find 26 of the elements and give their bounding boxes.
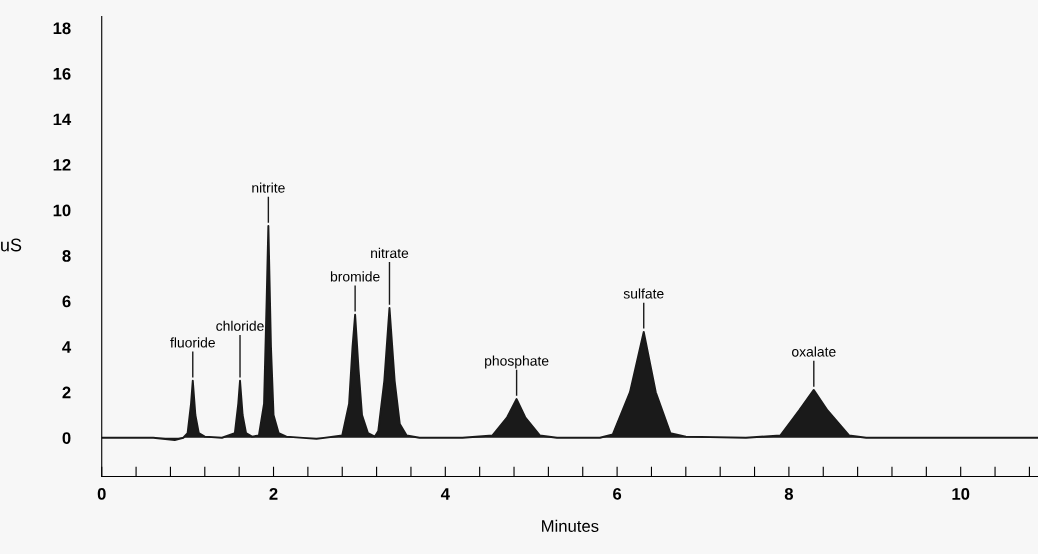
annotation: oxalate [792,346,836,357]
y-tick-label: 14 [53,113,72,126]
x-tick-label: 0 [97,487,106,500]
y-tick-label: 12 [53,158,71,171]
annotation: fluoride [170,337,215,348]
y-tick-label: 18 [53,22,71,35]
y-tick-label: 10 [53,204,71,217]
y-tick-label: 0 [62,432,71,444]
x-tick-label: 4 [440,488,450,500]
x-tick-label: 6 [613,487,622,500]
annotation: nitrate [371,247,409,259]
annotation: sulfate [623,288,664,299]
y-tick-label: 2 [62,386,71,399]
y-tick-label: 6 [62,295,71,308]
annotation: chloride [216,320,264,331]
x-tick-label: 8 [784,487,794,500]
annotation: phosphate [485,355,549,369]
x-axis-title: Minutes [542,519,599,532]
annotation: nitrite [252,182,285,193]
y-axis-title: uS [1,238,22,252]
y-tick-label: 8 [62,250,71,262]
x-tick-label: 10 [952,487,970,500]
x-tick-label: 2 [269,487,278,500]
annotation: bromide [330,271,380,282]
y-tick-label: 4 [62,341,72,353]
y-tick-label: 16 [53,67,71,80]
